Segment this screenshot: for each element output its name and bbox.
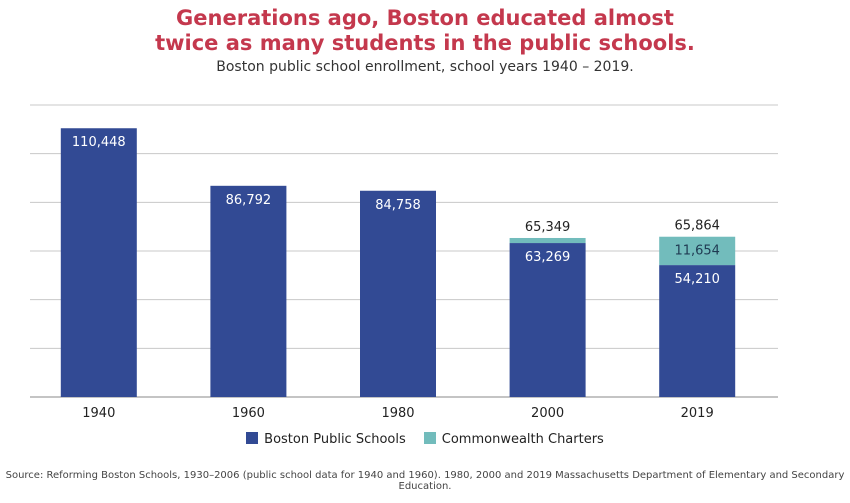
- x-tick-label-1960: 1960: [232, 406, 265, 421]
- legend-item-charters: Commonwealth Charters: [423, 432, 604, 447]
- bar-bps-1980: [360, 190, 436, 397]
- legend-swatch-charters: [423, 432, 436, 444]
- total-label-2019: 65,864: [674, 219, 720, 234]
- chart-subtitle: Boston public school enrollment, school …: [216, 59, 634, 75]
- bar-charters-2000: [509, 237, 586, 244]
- legend: Boston Public Schools Commonwealth Chart…: [0, 432, 850, 447]
- data-label-bps-2019: 54,210: [674, 272, 720, 287]
- data-label-bps-1980: 84,758: [375, 198, 421, 213]
- bar-bps-1960: [210, 185, 287, 397]
- source-note: Source: Reforming Boston Schools, 1930–2…: [5, 470, 845, 492]
- bar-bps-1940: [60, 128, 137, 397]
- bar-bps-2000: [509, 243, 586, 397]
- legend-label-bps: Boston Public Schools: [264, 432, 406, 447]
- data-label-bps-1960: 86,792: [226, 193, 272, 208]
- data-label-bps-2000: 63,269: [525, 250, 571, 265]
- bar-bps-2019: [659, 265, 736, 397]
- legend-label-charters: Commonwealth Charters: [441, 432, 604, 447]
- x-tick-label-2000: 2000: [531, 406, 564, 421]
- x-tick-label-1940: 1940: [82, 406, 115, 421]
- chart-title-line-1: Generations ago, Boston educated almost: [176, 6, 674, 30]
- data-label-charters-2019: 11,654: [674, 244, 720, 259]
- bar-charters-2019: [659, 236, 736, 266]
- total-label-2000: 65,349: [525, 220, 571, 235]
- legend-swatch-bps: [246, 432, 259, 444]
- x-tick-label-1980: 1980: [381, 406, 414, 421]
- data-label-bps-1940: 110,448: [72, 135, 126, 150]
- legend-item-bps: Boston Public Schools: [246, 432, 406, 447]
- chart-title-line-2: twice as many students in the public sch…: [155, 31, 695, 55]
- x-tick-label-2019: 2019: [681, 406, 714, 421]
